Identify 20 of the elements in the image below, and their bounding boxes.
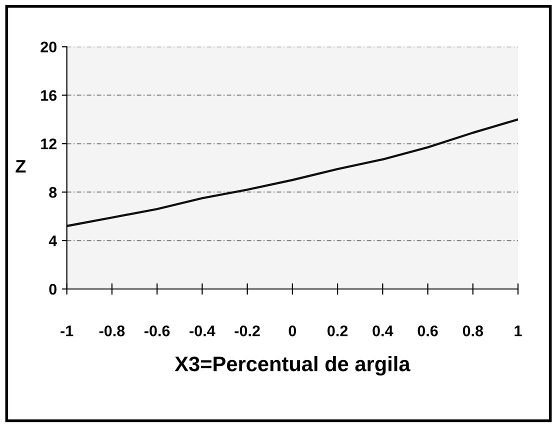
x-tick-label: 1 [514,326,522,336]
y-tick-label: 0 [49,284,56,295]
x-tick-label: 0 [288,326,296,336]
y-tick-label: 12 [41,138,57,150]
x-tick-label: 0.4 [372,326,394,336]
y-tick-label: 8 [49,186,57,198]
line-series [66,118,518,228]
y-tick-label: 20 [40,42,56,52]
y-tick-label: 4 [48,236,58,246]
x-tick-label: -1 [60,326,74,336]
x-tick-label: -0.6 [144,326,170,336]
x-tick-label: 0.2 [328,326,348,336]
x-tick-label: -0.4 [190,326,216,336]
y-axis-title: Z [16,160,26,173]
x-tick-label: -0.8 [99,326,125,336]
x-tick-label: 0.6 [418,326,438,336]
x-tick-label: -0.2 [234,326,260,336]
x-axis-title: X3=Percentual de argila [174,356,410,376]
x-tick-label: 0.8 [462,326,484,336]
y-tick-label: 16 [41,90,57,101]
